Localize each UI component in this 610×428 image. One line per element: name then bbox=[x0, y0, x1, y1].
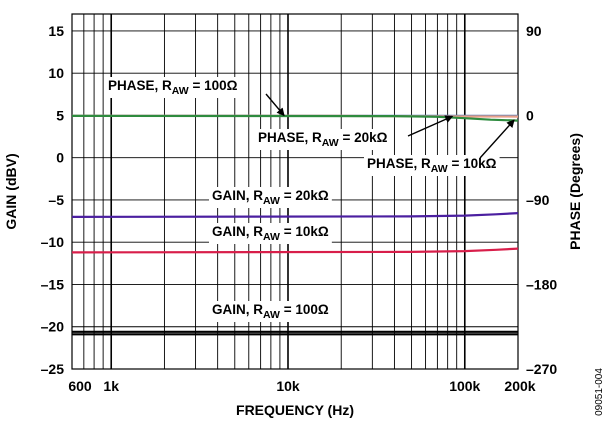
gain-curve-4 bbox=[71, 247, 519, 254]
y-tick-label: –5 bbox=[48, 192, 64, 208]
y-tick-label: –10 bbox=[41, 234, 65, 250]
y-tick-label: 0 bbox=[56, 150, 64, 166]
annotation-arrow bbox=[407, 115, 454, 137]
annotation-label: PHASE, RAW = 20kΩ bbox=[258, 130, 388, 149]
x-tick-label: 10k bbox=[276, 378, 300, 394]
gain-curve-3 bbox=[71, 212, 519, 218]
annotation-background bbox=[255, 129, 391, 150]
annotation-background bbox=[209, 223, 332, 244]
annotation-label: GAIN, RAW = 10kΩ bbox=[212, 224, 329, 243]
x-tick-label: 100k bbox=[449, 378, 480, 394]
figure-id: 09051-004 bbox=[594, 368, 605, 416]
y2-tick-labels: 90 0 –90 –180 –270 bbox=[526, 23, 557, 377]
y-tick-label: 10 bbox=[48, 65, 64, 81]
y-tick-label: –25 bbox=[41, 361, 65, 377]
annotation-label: GAIN, RAW = 100Ω bbox=[212, 302, 329, 321]
annotation-arrow bbox=[479, 119, 515, 159]
y-tick-label: –20 bbox=[41, 319, 65, 335]
y2-tick-label: –180 bbox=[526, 276, 557, 292]
y2-tick-label: –90 bbox=[526, 192, 550, 208]
y-tick-labels: 15 10 5 0 –5 –10 –15 –20 –25 bbox=[41, 23, 65, 377]
annotation-background bbox=[209, 301, 332, 322]
x-tick-label: 200k bbox=[504, 378, 535, 394]
y-tick-label: 15 bbox=[48, 23, 64, 39]
y2-tick-label: 0 bbox=[526, 107, 534, 123]
x-axis-title: FREQUENCY (Hz) bbox=[236, 402, 354, 418]
annotation-label: PHASE, RAW = 10kΩ bbox=[367, 156, 497, 175]
annotation-label: GAIN, RAW = 20kΩ bbox=[212, 188, 329, 207]
annotation-layer: PHASE, RAW = 100Ω PHASE, RAW = 20kΩ PHASE,… bbox=[105, 77, 515, 322]
x-tick-labels: 600 1k 10k 100k 200k bbox=[68, 378, 535, 394]
series-layer bbox=[71, 114, 519, 336]
y2-tick-label: 90 bbox=[526, 23, 542, 39]
annotation-background bbox=[364, 155, 500, 176]
annotation-background bbox=[105, 77, 241, 98]
y2-tick-label: –270 bbox=[526, 361, 557, 377]
plot-frame bbox=[71, 13, 519, 370]
annotation-arrow bbox=[265, 93, 285, 117]
y-tick-label: 5 bbox=[56, 107, 64, 123]
y-axis-title: GAIN (dBV) bbox=[3, 153, 19, 229]
x-tick-label: 600 bbox=[68, 378, 92, 394]
annotation-label: PHASE, RAW = 100Ω bbox=[108, 78, 238, 97]
y2-axis-title: PHASE (Degrees) bbox=[567, 133, 583, 250]
y-tick-label: –15 bbox=[41, 276, 65, 292]
x-tick-label: 1k bbox=[103, 378, 119, 394]
annotation-background bbox=[209, 187, 332, 208]
